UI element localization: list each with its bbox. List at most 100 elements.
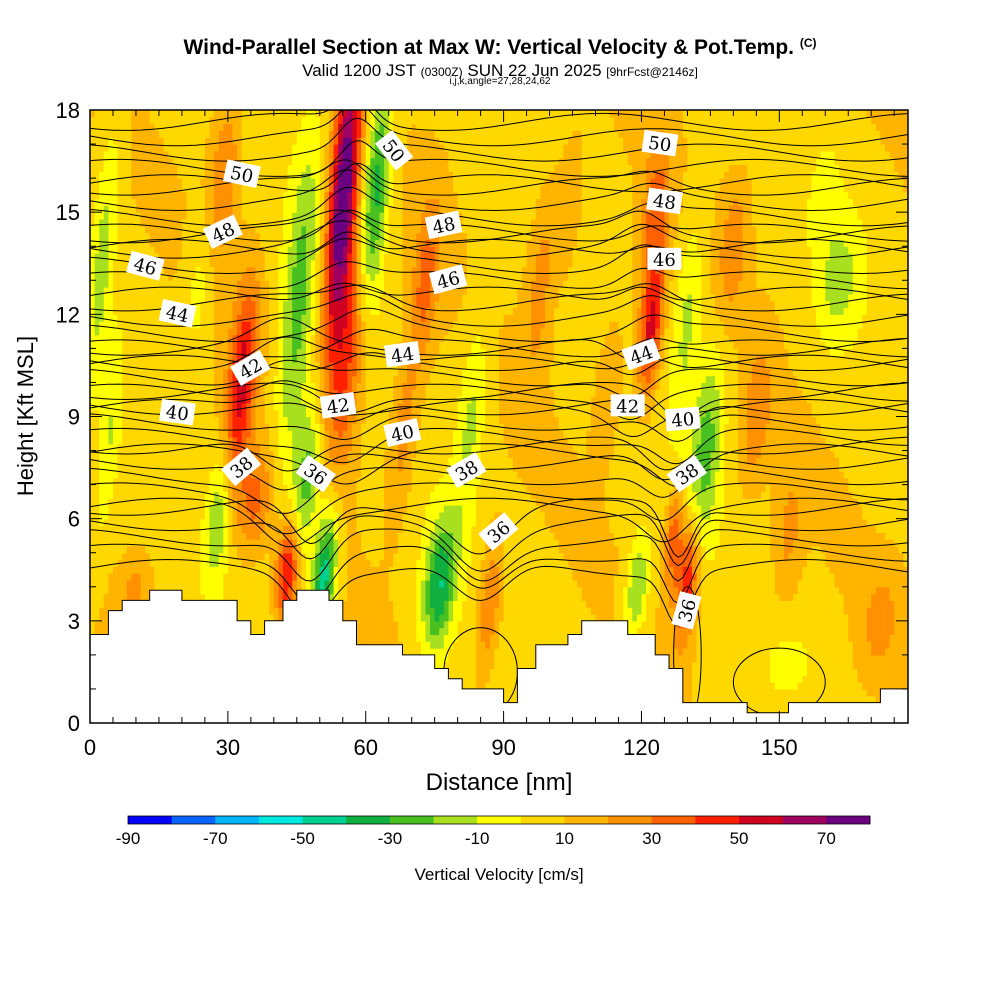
w-cell — [641, 423, 647, 527]
w-cell — [351, 218, 358, 377]
w-cell — [407, 430, 413, 493]
w-cell — [678, 539, 684, 629]
contour-label-box — [641, 129, 679, 157]
w-cell — [241, 321, 247, 343]
w-cell — [489, 110, 496, 520]
w-cell — [508, 110, 514, 315]
w-cell — [112, 259, 119, 315]
contour-label-40: 40 — [159, 398, 196, 426]
w-cell — [296, 239, 302, 349]
w-cell — [319, 287, 325, 370]
w-cell — [526, 491, 532, 723]
w-cell — [540, 184, 546, 241]
w-cell — [669, 280, 675, 343]
w-cell — [338, 464, 344, 499]
w-cell — [627, 552, 633, 588]
w-cell — [439, 614, 445, 629]
w-cell — [829, 110, 836, 152]
w-cell — [260, 246, 266, 458]
w-cell — [283, 416, 289, 486]
w-cell — [434, 355, 440, 486]
w-cell — [751, 110, 757, 227]
w-cell — [802, 396, 808, 567]
w-cell — [443, 620, 450, 636]
w-cell — [342, 600, 348, 636]
w-cell — [544, 110, 551, 179]
w-cell — [682, 470, 689, 506]
w-cell — [108, 137, 114, 418]
w-cell — [356, 137, 362, 172]
w-cell — [701, 491, 707, 520]
w-cell — [453, 505, 459, 601]
theta-contour-line — [90, 528, 908, 582]
w-cell — [673, 110, 679, 241]
y-tick-label: 6 — [68, 507, 80, 532]
w-cell — [214, 416, 220, 465]
terrain-profile — [90, 589, 908, 723]
w-cell — [283, 484, 289, 513]
w-cell — [218, 110, 224, 132]
x-tick-label: 30 — [216, 735, 240, 760]
w-cell — [443, 600, 450, 622]
w-cell — [172, 273, 178, 704]
w-cell — [191, 327, 197, 723]
w-cell — [572, 130, 578, 247]
page-title: Wind-Parallel Section at Max W: Vertical… — [0, 36, 1000, 60]
w-cell — [655, 171, 661, 275]
w-cell — [747, 464, 753, 499]
w-cell — [328, 164, 335, 193]
w-cell — [710, 559, 716, 723]
w-cell — [122, 110, 128, 554]
x-tick-label: 150 — [761, 735, 798, 760]
w-cell — [714, 191, 721, 315]
w-cell — [756, 498, 762, 723]
w-cell — [774, 688, 780, 723]
w-cell — [232, 362, 238, 438]
w-cell — [710, 110, 716, 227]
w-cell — [682, 648, 689, 723]
w-cell — [512, 307, 518, 472]
w-cell — [402, 511, 408, 663]
w-cell — [503, 110, 509, 315]
w-cell — [305, 327, 312, 418]
w-cell — [99, 525, 105, 608]
w-cell — [650, 178, 656, 261]
w-cell — [687, 239, 693, 295]
w-cell — [494, 607, 500, 649]
w-cell — [885, 648, 891, 704]
theta-contour-line — [90, 413, 908, 442]
w-cell — [871, 123, 877, 527]
w-cell — [103, 205, 109, 288]
w-cell — [237, 314, 243, 336]
w-cell — [756, 287, 762, 356]
w-cell — [724, 171, 730, 220]
w-cell — [99, 218, 105, 322]
w-cell — [333, 341, 339, 390]
w-cell — [816, 545, 822, 723]
w-cell — [351, 423, 358, 663]
w-cell — [278, 607, 284, 622]
theta-contour-line — [90, 169, 908, 212]
w-cell — [669, 505, 675, 527]
w-cell — [370, 110, 376, 132]
w-cell — [227, 110, 234, 125]
w-cell — [374, 566, 381, 710]
w-cell — [439, 586, 445, 615]
w-cell — [361, 321, 367, 424]
w-cell — [627, 110, 633, 166]
w-cell — [862, 314, 868, 520]
w-cell — [705, 484, 711, 520]
w-cell — [623, 110, 629, 152]
w-cell — [618, 396, 624, 723]
w-cell — [512, 470, 518, 723]
w-cell — [315, 532, 321, 554]
w-cell — [774, 648, 780, 690]
w-cell — [554, 539, 560, 723]
w-cell — [531, 498, 537, 723]
w-cell — [434, 198, 440, 302]
w-cell — [361, 552, 367, 683]
w-cell — [682, 300, 689, 370]
w-cell — [747, 498, 753, 723]
w-cell — [549, 389, 555, 533]
w-cell — [374, 239, 381, 275]
